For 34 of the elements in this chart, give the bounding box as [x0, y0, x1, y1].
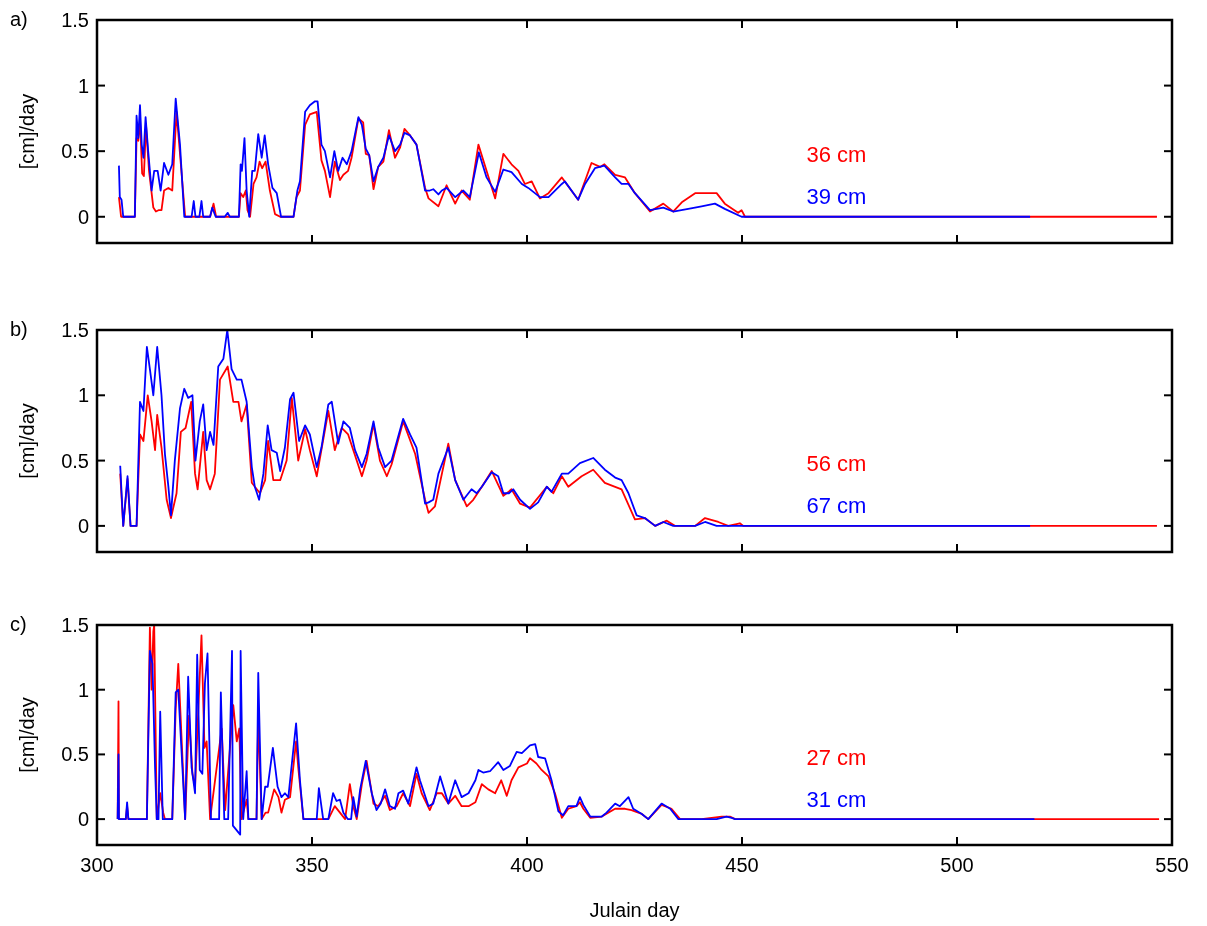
y-tick-label: 1.5 [61, 614, 89, 636]
x-tick-label: 550 [1155, 854, 1189, 876]
y-tick-label: 0 [77, 514, 89, 537]
x-tick-label: 300 [80, 854, 114, 876]
line-series [116, 649, 1036, 836]
y-tick-label: 0 [77, 808, 89, 831]
text: 27 cm [806, 744, 867, 770]
y-axis-title: [cm]/day [16, 93, 38, 170]
chart-title: c) [10, 613, 27, 635]
text: 36 cm [806, 141, 867, 167]
x-tick-label: 350 [295, 854, 329, 876]
x-axis-title: Julain day [589, 899, 680, 921]
y-tick-label: 1 [77, 384, 89, 407]
y-tick-label: 1.5 [61, 9, 89, 31]
y-tick-label: 1 [77, 74, 89, 97]
x-tick-label: 400 [510, 854, 544, 876]
chart-title: a) [10, 8, 28, 30]
y-axis-title: [cm]/day [16, 697, 38, 773]
y-tick-label: 0 [77, 205, 89, 228]
y-tick-label: 1.5 [61, 319, 89, 341]
y-tick-label: 1 [77, 678, 89, 701]
text: 56 cm [806, 450, 867, 476]
line-series [119, 329, 1031, 527]
y-axis-title: [cm]/day [16, 403, 38, 479]
series-label: 39 cm [806, 183, 867, 209]
x-tick-label: 500 [940, 854, 974, 876]
chart-title: b) [10, 318, 28, 340]
series-label: 67 cm [806, 493, 867, 519]
y-tick-label: 0.5 [61, 743, 89, 766]
x-tick-label: 450 [725, 854, 759, 876]
line-series [118, 97, 1031, 218]
y-tick-label: 0.5 [61, 449, 89, 472]
series-label: 31 cm [806, 786, 867, 812]
y-tick-label: 0.5 [61, 140, 89, 163]
